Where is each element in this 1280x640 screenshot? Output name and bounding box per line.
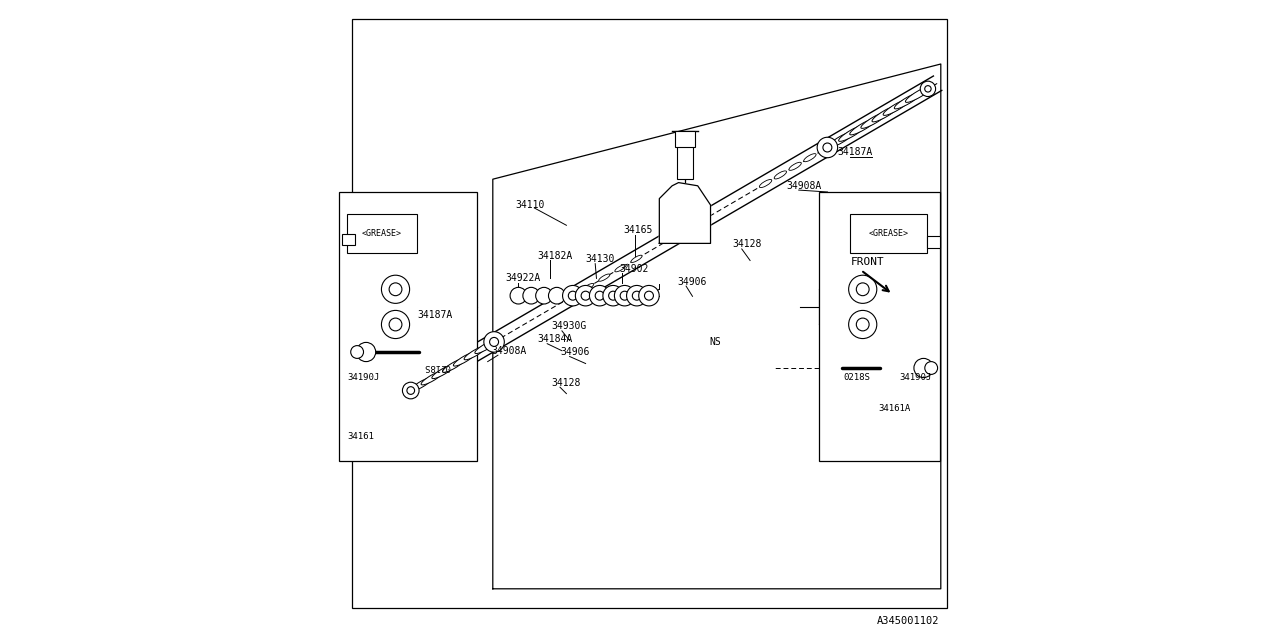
Bar (850, 214, 927, 253)
Circle shape (402, 382, 419, 399)
Ellipse shape (850, 118, 877, 135)
Ellipse shape (838, 125, 865, 141)
Circle shape (620, 291, 630, 300)
Text: 0218S: 0218S (844, 373, 869, 382)
Ellipse shape (759, 179, 772, 188)
Circle shape (627, 285, 646, 306)
Circle shape (924, 362, 937, 374)
Text: 34190J: 34190J (900, 373, 932, 382)
Circle shape (407, 387, 415, 394)
Text: NS: NS (709, 337, 721, 348)
Bar (676, 131, 695, 147)
Text: <GREASE>: <GREASE> (362, 229, 402, 238)
Circle shape (823, 143, 832, 152)
Circle shape (489, 337, 499, 346)
Text: 34165: 34165 (623, 225, 653, 236)
Circle shape (535, 287, 553, 304)
Text: 0218S: 0218S (424, 362, 449, 371)
Ellipse shape (475, 340, 497, 353)
Text: 34902: 34902 (620, 264, 649, 274)
Circle shape (639, 285, 659, 306)
Circle shape (856, 283, 869, 296)
Bar (819, 192, 940, 461)
Circle shape (849, 310, 877, 339)
Text: 34128: 34128 (552, 378, 581, 388)
Circle shape (389, 318, 402, 331)
Ellipse shape (631, 255, 643, 262)
Text: 34908A: 34908A (492, 346, 526, 356)
Text: 34930G: 34930G (552, 321, 588, 332)
Text: 34922A: 34922A (506, 273, 541, 284)
Circle shape (381, 275, 410, 303)
Bar (339, 192, 476, 461)
Circle shape (849, 275, 877, 303)
Ellipse shape (895, 92, 922, 109)
Text: 34184A: 34184A (538, 334, 573, 344)
Ellipse shape (421, 371, 443, 385)
Text: A345001102: A345001102 (877, 616, 940, 626)
Circle shape (590, 285, 611, 306)
Ellipse shape (905, 86, 932, 102)
Circle shape (524, 287, 540, 304)
Circle shape (581, 291, 590, 300)
Ellipse shape (788, 163, 801, 170)
Ellipse shape (582, 284, 594, 291)
Circle shape (389, 283, 402, 296)
Circle shape (595, 291, 604, 300)
Circle shape (381, 310, 410, 339)
Circle shape (920, 81, 936, 97)
Ellipse shape (411, 378, 433, 391)
Ellipse shape (599, 274, 609, 281)
Text: 34130: 34130 (585, 254, 614, 264)
Ellipse shape (804, 154, 817, 162)
Bar (677, 144, 692, 179)
Bar (343, 234, 356, 245)
Circle shape (563, 285, 584, 306)
Circle shape (575, 285, 595, 306)
Ellipse shape (453, 352, 476, 366)
Circle shape (356, 342, 376, 362)
Text: 34908A: 34908A (786, 180, 822, 191)
Bar (347, 214, 417, 253)
Ellipse shape (774, 171, 786, 179)
Circle shape (914, 358, 933, 378)
Circle shape (351, 346, 364, 358)
Ellipse shape (883, 99, 910, 115)
Ellipse shape (861, 112, 887, 129)
Text: 34128: 34128 (732, 239, 762, 250)
Ellipse shape (443, 358, 465, 372)
Circle shape (856, 318, 869, 331)
Ellipse shape (465, 346, 486, 360)
Text: 34906: 34906 (561, 347, 589, 357)
Text: 34187A: 34187A (837, 147, 873, 157)
Ellipse shape (614, 264, 626, 272)
Circle shape (645, 291, 654, 300)
Ellipse shape (431, 365, 454, 379)
Polygon shape (659, 182, 710, 243)
Text: <GREASE>: <GREASE> (868, 229, 909, 238)
Text: 34190J: 34190J (347, 373, 379, 382)
Circle shape (548, 287, 566, 304)
Text: 34161: 34161 (347, 432, 374, 441)
Ellipse shape (818, 145, 831, 153)
Ellipse shape (872, 106, 899, 122)
Circle shape (484, 332, 504, 352)
Text: 34187A: 34187A (417, 310, 453, 320)
Circle shape (614, 285, 635, 306)
Text: FRONT: FRONT (851, 257, 884, 268)
Circle shape (924, 86, 931, 92)
Circle shape (568, 291, 577, 300)
Text: 34161A: 34161A (879, 404, 911, 413)
Circle shape (509, 287, 527, 304)
Circle shape (609, 291, 618, 300)
Bar (927, 236, 940, 248)
Ellipse shape (827, 131, 854, 148)
Text: 34110: 34110 (516, 200, 544, 210)
Circle shape (603, 285, 623, 306)
Circle shape (632, 291, 641, 300)
Circle shape (817, 137, 837, 157)
Text: 34906: 34906 (677, 276, 707, 287)
Text: 34182A: 34182A (538, 251, 573, 261)
